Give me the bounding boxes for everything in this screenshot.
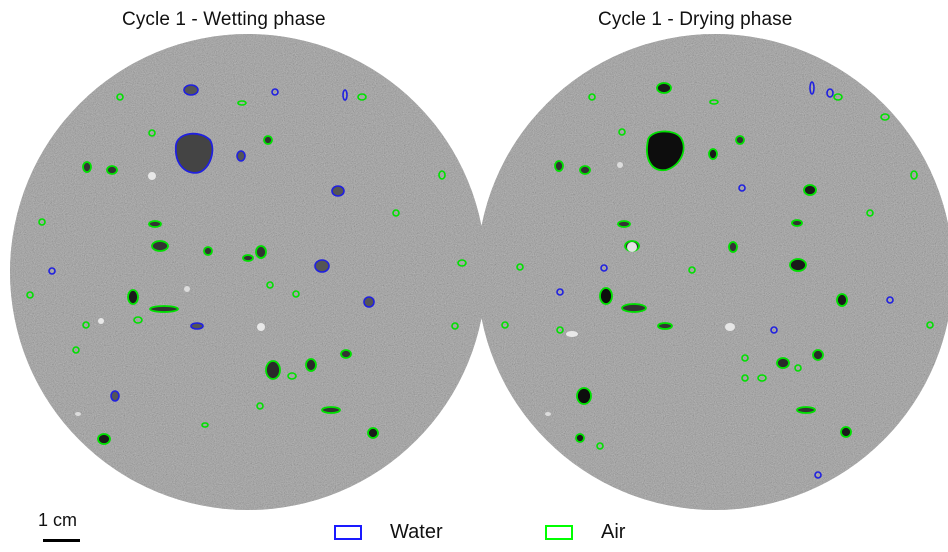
- specimen-wetting: [10, 34, 486, 510]
- legend-label-air: Air: [601, 521, 626, 543]
- legend-item-water: Water: [334, 521, 443, 544]
- air-swatch-icon: [545, 525, 573, 540]
- pore-features-wetting: [26, 84, 467, 445]
- panel-title-drying: Cycle 1 - Drying phase: [598, 9, 793, 30]
- scale-bar: [43, 539, 80, 542]
- water-swatch-icon: [334, 525, 362, 540]
- panel-title-wetting: Cycle 1 - Wetting phase: [122, 9, 326, 30]
- scale-bar-label: 1 cm: [38, 510, 78, 530]
- legend-item-air: Air: [545, 521, 625, 544]
- pore-features-drying: [501, 81, 934, 479]
- specimen-drying: [477, 34, 948, 510]
- legend-label-water: Water: [390, 521, 443, 543]
